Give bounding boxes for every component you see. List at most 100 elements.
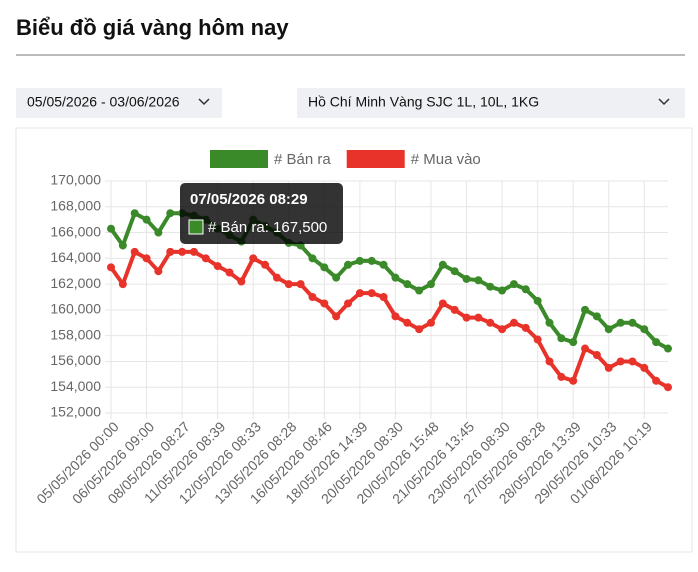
point [545, 318, 554, 327]
point [130, 209, 139, 218]
point [355, 256, 364, 265]
point [664, 344, 672, 353]
legend-label: # Bán ra [274, 151, 331, 168]
point [296, 280, 305, 289]
point [332, 312, 341, 321]
tooltip-title: 07/05/2026 08:29 [190, 191, 308, 208]
chevron [198, 98, 210, 106]
point [486, 318, 495, 327]
y-tick-label: 166,000 [50, 223, 101, 239]
point [462, 274, 471, 283]
point [498, 286, 507, 295]
point [509, 318, 518, 327]
point [521, 323, 530, 332]
legend-swatch [346, 150, 405, 168]
point [107, 224, 115, 233]
point [154, 267, 163, 276]
point [521, 285, 530, 294]
point [652, 376, 661, 385]
y-tick-label: 170,000 [50, 172, 101, 188]
point [640, 325, 649, 334]
point [486, 282, 495, 291]
point [640, 363, 649, 372]
point [391, 312, 400, 321]
point [592, 351, 601, 359]
point [367, 289, 376, 298]
point [320, 299, 329, 308]
point [118, 280, 127, 289]
point [628, 357, 637, 366]
point [118, 241, 127, 250]
point [379, 293, 388, 301]
point [628, 318, 637, 327]
product-select-text: Hồ Chí Minh Vàng SJC 1L, 10L, 1KG [308, 94, 539, 110]
point [178, 247, 187, 256]
tooltip-box [180, 183, 343, 244]
point [533, 296, 542, 305]
point [474, 313, 483, 322]
point [569, 376, 578, 385]
point [344, 299, 353, 308]
point [237, 277, 246, 286]
product-select[interactable]: Hồ Chí Minh Vàng SJC 1L, 10L, 1KG [297, 88, 685, 118]
point [426, 280, 435, 289]
point [142, 254, 151, 263]
y-tick-label: 152,000 [50, 404, 101, 420]
point [154, 228, 163, 237]
point [379, 260, 388, 269]
point [166, 247, 175, 256]
point [604, 325, 613, 334]
point [332, 273, 341, 282]
point [107, 263, 115, 272]
point [474, 276, 483, 285]
point [664, 383, 672, 392]
legend-swatch [210, 150, 268, 168]
y-tick-label: 164,000 [50, 249, 101, 265]
date-select[interactable]: 05/05/2026 - 03/06/2026 [16, 88, 222, 118]
point [403, 280, 412, 289]
point [592, 312, 601, 321]
point [308, 293, 317, 301]
point [272, 273, 281, 282]
point [438, 260, 447, 269]
date-select-box[interactable] [16, 88, 222, 118]
point [189, 247, 198, 256]
point [344, 260, 353, 269]
point [415, 325, 424, 334]
legend-label: # Mua vào [411, 151, 481, 168]
y-tick-label: 156,000 [50, 352, 101, 368]
tooltip-swatch [188, 219, 204, 235]
point [142, 215, 151, 224]
point [450, 305, 459, 314]
point [415, 286, 424, 295]
point [367, 256, 376, 265]
y-tick-label: 160,000 [50, 301, 101, 317]
point [450, 267, 459, 276]
product-select-box[interactable] [297, 88, 685, 118]
point [533, 335, 542, 344]
point [498, 325, 507, 334]
point [403, 318, 412, 327]
y-tick-label: 162,000 [50, 275, 101, 291]
point [557, 372, 566, 381]
point [355, 289, 364, 298]
point [166, 209, 175, 218]
point [509, 280, 518, 289]
y-tick-label: 158,000 [50, 326, 101, 342]
point [438, 299, 447, 308]
point [604, 363, 613, 372]
point [201, 254, 210, 263]
y-tick-label: 154,000 [50, 378, 101, 394]
chevron [658, 98, 670, 106]
point [545, 357, 554, 366]
point [569, 338, 578, 347]
tooltip-label: # Bán ra: 167,500 [208, 219, 327, 236]
point [426, 318, 435, 327]
point [581, 344, 590, 353]
chart-card [15, 127, 693, 553]
tooltip: 07/05/2026 08:29 # Bán ra: 167,500 [180, 183, 343, 244]
point [616, 357, 625, 366]
point [616, 318, 625, 327]
point [284, 280, 293, 289]
